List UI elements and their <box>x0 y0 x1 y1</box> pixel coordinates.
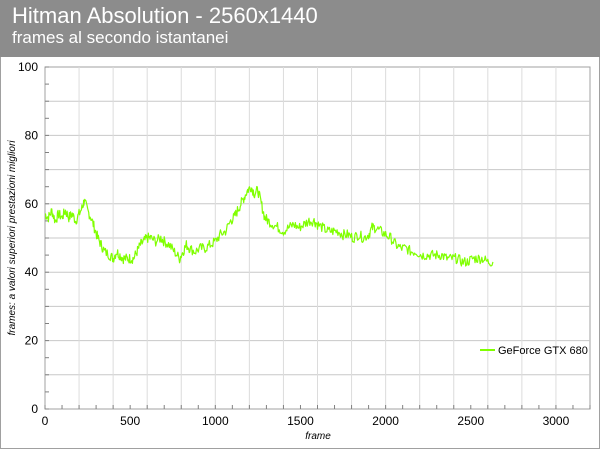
legend: GeForce GTX 680 <box>480 345 588 357</box>
x-tick-label: 3000 <box>543 414 570 428</box>
x-tick-label: 500 <box>120 414 140 428</box>
x-tick-label: 0 <box>42 414 49 428</box>
y-tick-label: 0 <box>31 402 38 416</box>
x-tick-label: 1500 <box>287 414 314 428</box>
y-tick-label: 100 <box>18 60 38 74</box>
x-tick-label: 1000 <box>202 414 229 428</box>
series-line-gtx680 <box>44 185 494 267</box>
x-axis-tick-labels: 0 500 1000 1500 2000 2500 3000 <box>42 414 570 428</box>
y-axis-title: frames: a valori superiori prestazioni m… <box>7 140 18 336</box>
y-tick-label: 80 <box>25 128 39 142</box>
x-tick-label: 2000 <box>372 414 399 428</box>
y-tick-label: 60 <box>25 197 39 211</box>
chart-subtitle: frames al secondo istantanei <box>12 28 229 47</box>
y-tick-label: 40 <box>25 265 39 279</box>
x-axis-title: frame <box>305 431 331 442</box>
series-group <box>44 185 494 267</box>
x-tick-label: 2500 <box>457 414 484 428</box>
axis-ticks <box>44 66 591 410</box>
chart-header: Hitman Absolution - 2560x1440 frames al … <box>0 0 600 57</box>
chart-title: Hitman Absolution - 2560x1440 <box>12 3 318 28</box>
legend-label-gtx680: GeForce GTX 680 <box>498 345 588 357</box>
y-axis-tick-labels: 0 20 40 60 80 100 <box>18 60 38 416</box>
y-tick-label: 20 <box>25 334 39 348</box>
